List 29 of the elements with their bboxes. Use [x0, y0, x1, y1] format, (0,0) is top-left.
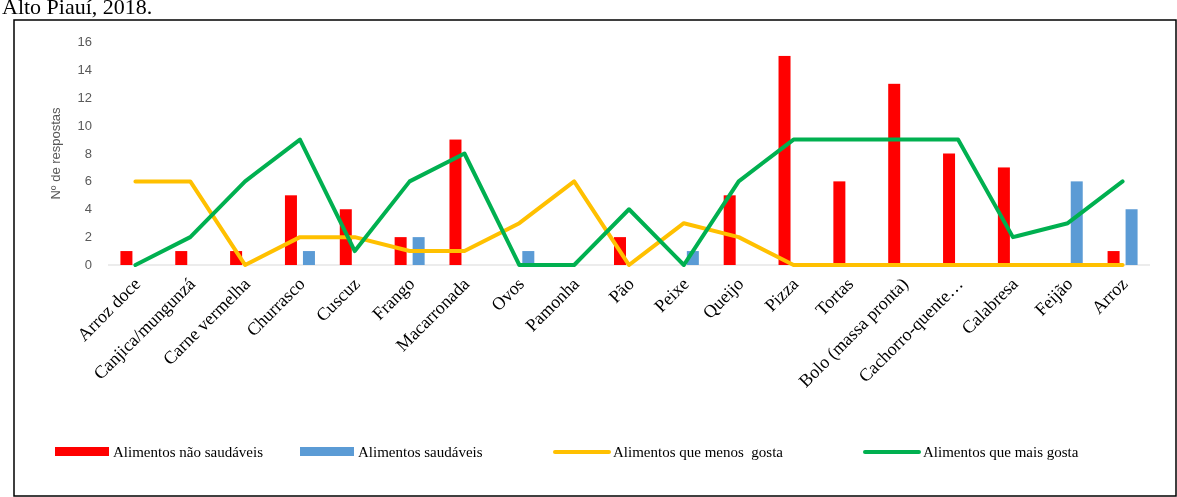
bar — [302, 251, 315, 265]
bar — [1125, 209, 1138, 265]
bar — [888, 83, 901, 265]
legend-label: Alimentos não saudáveis — [113, 444, 264, 460]
x-tick-label: Ovos — [487, 273, 529, 315]
y-tick-label: 0 — [84, 257, 92, 272]
y-tick-label: 6 — [84, 173, 92, 189]
bar — [284, 195, 297, 265]
bar — [120, 251, 133, 265]
legend-label: Alimentos saudáveis — [358, 444, 483, 460]
bar — [833, 181, 846, 265]
bar — [175, 251, 188, 265]
x-tick-label: Pão — [604, 273, 638, 307]
y-tick-label: 2 — [84, 229, 92, 245]
y-tick-label: 10 — [77, 117, 92, 133]
line-series — [133, 179, 1125, 267]
y-axis-title: Nº de respostas — [48, 106, 63, 200]
bar — [943, 153, 956, 265]
y-tick-label: 4 — [84, 201, 92, 217]
y-tick-label: 16 — [77, 34, 92, 49]
bar — [449, 139, 462, 265]
legend-label: Alimentos que menos gosta — [613, 444, 784, 460]
line-series — [133, 137, 1125, 267]
y-tick-label: 8 — [84, 145, 92, 161]
bar — [778, 55, 791, 265]
y-tick-label: 14 — [77, 61, 92, 77]
y-tick-label: 12 — [77, 89, 92, 105]
bar — [1070, 181, 1083, 265]
legend-label: Alimentos que mais gosta — [923, 444, 1079, 460]
